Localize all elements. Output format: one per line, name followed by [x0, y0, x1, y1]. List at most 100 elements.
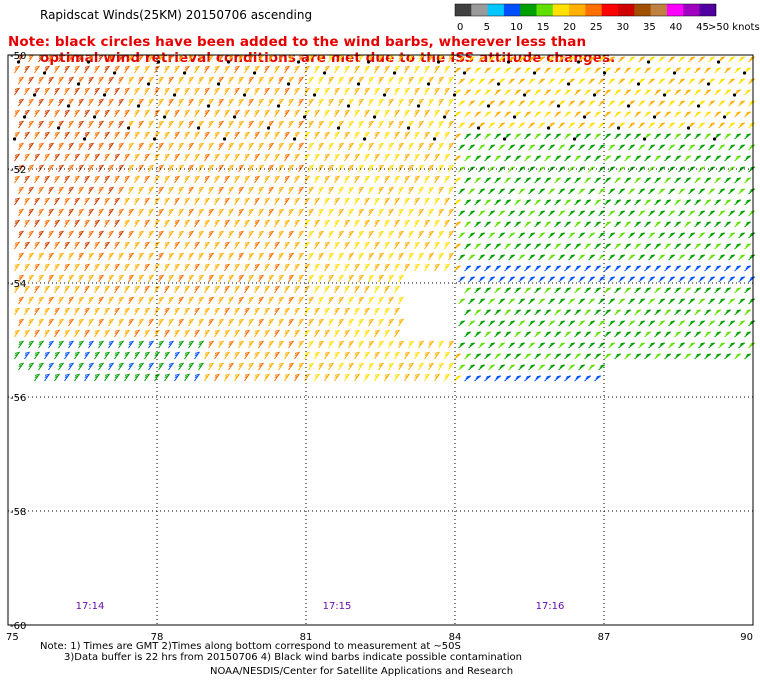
wind-barb: [608, 166, 616, 173]
wind-barb: [238, 230, 245, 239]
wind-barb: [508, 342, 516, 349]
wind-barb: [374, 351, 381, 360]
wind-barb: [394, 153, 401, 162]
wind-barb: [498, 320, 506, 327]
wind-barb: [248, 340, 255, 349]
wind-barb: [164, 131, 171, 140]
contamination-dot: [532, 71, 537, 75]
wind-barb: [728, 320, 736, 327]
wind-barb: [478, 342, 486, 349]
wind-barb: [278, 98, 285, 107]
wind-barb: [738, 166, 746, 173]
wind-barb: [558, 298, 566, 305]
wind-barb: [334, 153, 341, 162]
wind-barb: [124, 373, 131, 382]
wind-barb: [318, 164, 325, 173]
wind-barb: [78, 98, 85, 107]
wind-barb: [364, 329, 371, 338]
wind-barb: [14, 87, 21, 96]
wind-barb: [474, 331, 482, 338]
wind-barb: [714, 287, 722, 294]
wind-barb: [634, 221, 642, 228]
wind-barb: [658, 342, 666, 349]
wind-barb: [588, 122, 596, 129]
wind-barb: [198, 164, 205, 173]
contamination-dot: [382, 93, 387, 97]
wind-barb: [94, 241, 101, 250]
wind-barb: [698, 100, 706, 107]
contamination-dot: [182, 71, 187, 75]
wind-barb: [184, 87, 191, 96]
wind-barb: [34, 351, 41, 360]
wind-barb: [744, 243, 752, 250]
wind-barb: [688, 144, 696, 151]
wind-barb: [118, 76, 125, 85]
wind-barb: [234, 285, 241, 294]
wind-barb: [498, 232, 506, 239]
wind-barb: [448, 54, 455, 63]
contamination-dot: [462, 71, 467, 75]
wind-barb: [444, 153, 451, 162]
wind-barb: [724, 243, 732, 250]
wind-barb: [308, 54, 315, 63]
wind-barb: [164, 153, 171, 162]
wind-barb: [494, 111, 502, 118]
wind-barb: [274, 197, 281, 206]
wind-barb: [544, 177, 552, 184]
wind-barb: [348, 164, 355, 173]
wind-barb: [348, 54, 355, 63]
wind-barb: [128, 208, 135, 217]
wind-barb: [524, 243, 532, 250]
wind-barb: [78, 54, 85, 63]
wind-barb: [694, 331, 702, 338]
wind-barb: [144, 153, 151, 162]
wind-barb: [564, 133, 572, 140]
wind-barb: [204, 373, 211, 382]
wind-barb: [288, 252, 295, 261]
wind-barb: [118, 142, 125, 151]
wind-barb: [388, 98, 395, 107]
wind-barb: [448, 76, 455, 85]
wind-barb: [144, 197, 151, 206]
wind-barb: [578, 320, 586, 327]
wind-barb: [684, 177, 692, 184]
wind-barb: [584, 287, 592, 294]
wind-barb: [714, 89, 722, 96]
wind-barb: [134, 373, 141, 382]
wind-barb: [638, 210, 646, 217]
wind-barb: [248, 274, 255, 283]
wind-barb: [608, 56, 616, 63]
wind-barb: [34, 241, 41, 250]
wind-barb: [328, 120, 335, 129]
wind-barb: [188, 54, 195, 63]
wind-barb: [48, 186, 55, 195]
wind-barb: [494, 221, 502, 228]
wind-barb: [644, 265, 652, 272]
wind-barb: [678, 276, 686, 283]
contamination-dot: [362, 137, 367, 141]
wind-barb: [458, 144, 466, 151]
wind-barb: [618, 188, 626, 195]
wind-barb: [334, 197, 341, 206]
wind-barb: [624, 331, 632, 338]
wind-barb: [244, 263, 251, 272]
wind-barb: [638, 56, 646, 63]
wind-barb: [708, 210, 716, 217]
wind-barb: [314, 285, 321, 294]
wind-barb: [694, 155, 702, 162]
wind-barb: [618, 100, 626, 107]
wind-barb: [468, 100, 476, 107]
wind-barb: [28, 274, 35, 283]
wind-barb: [524, 133, 532, 140]
wind-barb: [414, 197, 421, 206]
wind-barb: [608, 122, 616, 129]
wind-barb: [164, 373, 171, 382]
wind-barb: [554, 375, 562, 382]
wind-barb: [628, 166, 636, 173]
wind-barb: [304, 307, 311, 316]
wind-barb: [718, 100, 726, 107]
wind-barb: [708, 122, 716, 129]
wind-barb: [258, 164, 265, 173]
wind-barb: [348, 98, 355, 107]
wind-barb: [678, 188, 686, 195]
